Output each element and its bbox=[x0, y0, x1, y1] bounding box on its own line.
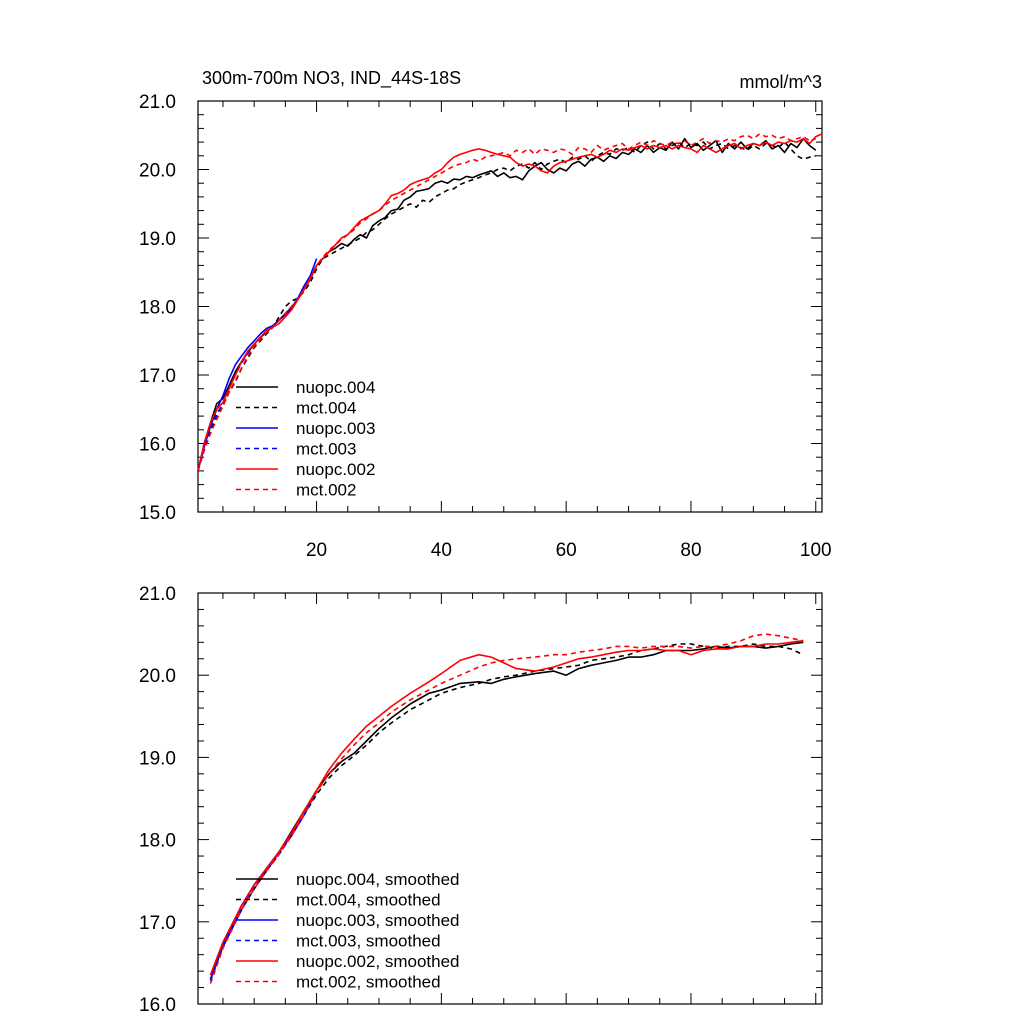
y-tick-label: 21.0 bbox=[139, 584, 176, 605]
y-tick-label: 20.0 bbox=[139, 666, 176, 687]
x-tick-label: 80 bbox=[680, 540, 701, 561]
y-tick-label: 16.0 bbox=[139, 435, 176, 456]
x-tick-label: 60 bbox=[556, 540, 577, 561]
y-tick-label: 17.0 bbox=[139, 366, 176, 387]
legend-label: nuopc.002 bbox=[296, 460, 375, 479]
y-tick-label: 19.0 bbox=[139, 748, 176, 769]
legend-label: mct.002 bbox=[296, 481, 356, 500]
top-axes: 20 40 60 80 100 15.0 16.0 17.0 18.0 19.0 20.0 21.0 bbox=[139, 92, 832, 561]
series-line-mct-002 bbox=[197, 133, 817, 472]
y-tick-label: 15.0 bbox=[139, 503, 176, 524]
chart-bottom: 16.0 17.0 18.0 19.0 20.0 21.0 nuopc.004, smoo… bbox=[139, 584, 823, 1016]
series-line-nuopc-002-smoothed bbox=[209, 639, 804, 976]
x-tick-label: 20 bbox=[306, 540, 327, 561]
legend-label: nuopc.004 bbox=[296, 378, 375, 397]
legend-label: mct.002, smoothed bbox=[296, 973, 441, 992]
bottom-axes: 16.0 17.0 18.0 19.0 20.0 21.0 bbox=[139, 584, 823, 1016]
y-tick-label: 20.0 bbox=[139, 161, 176, 182]
y-tick-label: 16.0 bbox=[139, 995, 176, 1016]
top-series-group bbox=[197, 133, 823, 472]
legend-label: mct.004, smoothed bbox=[296, 891, 441, 910]
series-line-nuopc-002 bbox=[197, 133, 823, 472]
legend-label: nuopc.003, smoothed bbox=[296, 911, 460, 930]
chart-title: 300m-700m NO3, IND_44S-18S bbox=[202, 68, 461, 89]
y-tick-label: 21.0 bbox=[139, 92, 176, 113]
y-tick-label: 18.0 bbox=[139, 831, 176, 852]
x-tick-label: 100 bbox=[800, 540, 832, 561]
legend-label: nuopc.004, smoothed bbox=[296, 870, 460, 889]
legend-label: mct.003, smoothed bbox=[296, 932, 441, 951]
legend-label: nuopc.003 bbox=[296, 419, 375, 438]
series-line-mct-002-smoothed bbox=[209, 633, 804, 984]
legend-label: nuopc.002, smoothed bbox=[296, 952, 460, 971]
x-tick-label: 40 bbox=[431, 540, 452, 561]
legend-label: mct.004 bbox=[296, 399, 356, 418]
legend-label: mct.003 bbox=[296, 440, 356, 459]
y-tick-label: 18.0 bbox=[139, 298, 176, 319]
y-tick-label: 17.0 bbox=[139, 913, 176, 934]
chart-units: mmol/m^3 bbox=[740, 72, 822, 92]
series-line-mct-003-smoothed bbox=[209, 791, 318, 982]
series-line-nuopc-004 bbox=[197, 137, 817, 472]
plot-frame bbox=[197, 592, 823, 1005]
series-line-mct-004-smoothed bbox=[209, 643, 804, 980]
y-tick-label: 19.0 bbox=[139, 229, 176, 250]
chart-top: 300m-700m NO3, IND_44S-18S mmol/m^3 20 40… bbox=[139, 68, 832, 561]
bottom-series-group bbox=[209, 633, 804, 984]
